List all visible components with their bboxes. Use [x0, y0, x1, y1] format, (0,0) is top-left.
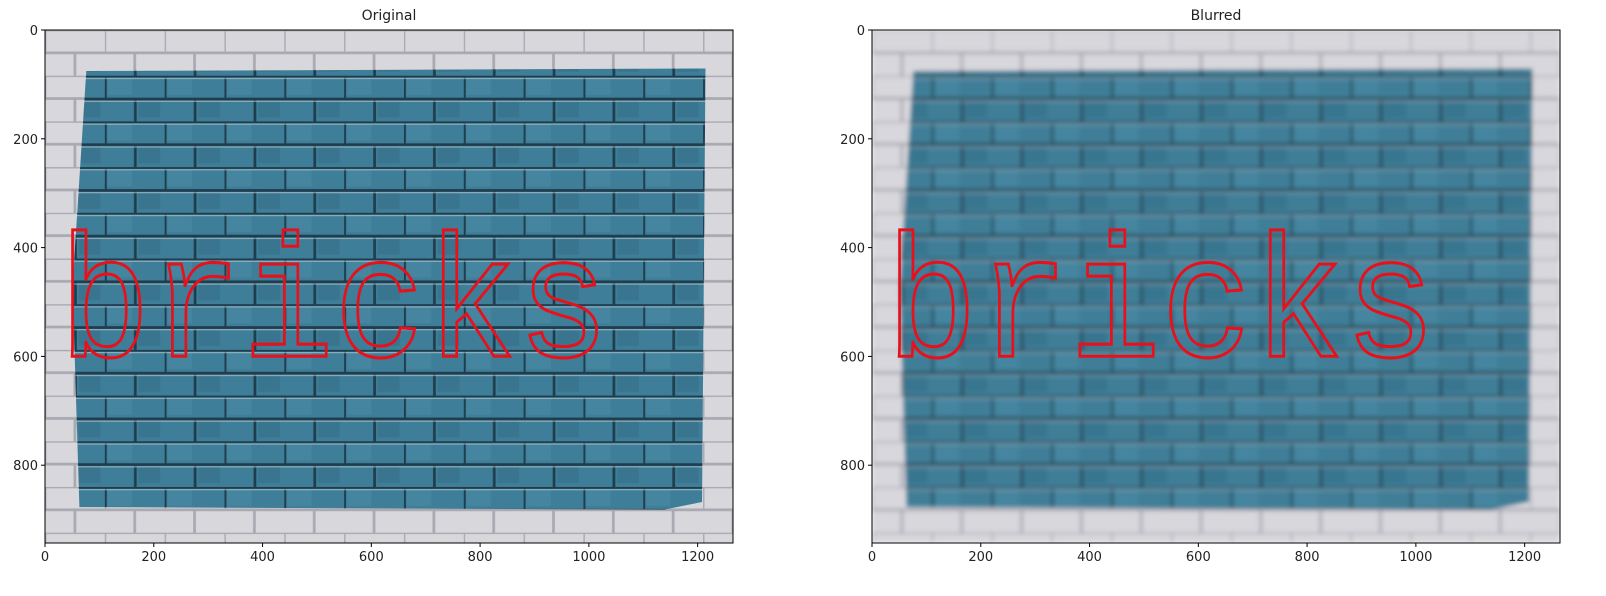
- x-tick-label: 1000: [1399, 550, 1432, 565]
- x-tick-label: 600: [1186, 550, 1211, 565]
- x-tick-label: 400: [250, 550, 275, 565]
- y-tick-label: 0: [857, 24, 865, 39]
- y-tick-label: 600: [840, 350, 865, 365]
- x-tick-label: 200: [141, 550, 166, 565]
- y-tick-label: 400: [840, 242, 865, 257]
- y-tick-label: 200: [13, 133, 38, 148]
- axes-frame: [44, 29, 734, 544]
- image-text: bricks: [886, 212, 1436, 409]
- image: bricks: [45, 30, 733, 543]
- x-tick-label: 600: [359, 550, 384, 565]
- x-tick-label: 0: [868, 550, 876, 565]
- y-tick-label: 600: [13, 350, 38, 365]
- y-tick-label: 800: [840, 459, 865, 474]
- y-tick-label: 400: [13, 242, 38, 257]
- x-tick-label: 1000: [572, 550, 605, 565]
- image: bricks: [872, 30, 1560, 543]
- x-tick-label: 1200: [1508, 550, 1541, 565]
- x-tick-label: 800: [468, 550, 493, 565]
- x-tick-label: 200: [968, 550, 993, 565]
- axes-frame: [871, 29, 1561, 544]
- image-text: bricks: [59, 212, 609, 409]
- y-tick-label: 0: [30, 24, 38, 39]
- axes-title: Original: [362, 8, 417, 24]
- y-tick-label: 200: [840, 133, 865, 148]
- axes: bricks Original 0 200 400 600 800 1000 1200 0 200 4…: [13, 8, 734, 565]
- axes-title: Blurred: [1191, 8, 1242, 24]
- x-tick-label: 400: [1077, 550, 1102, 565]
- x-tick-label: 1200: [681, 550, 714, 565]
- axes: bricks Blurred 0 200 400 600 800 1000 1200 0 200 40…: [840, 8, 1561, 565]
- y-tick-label: 800: [13, 459, 38, 474]
- x-tick-label: 800: [1295, 550, 1320, 565]
- x-tick-label: 0: [41, 550, 49, 565]
